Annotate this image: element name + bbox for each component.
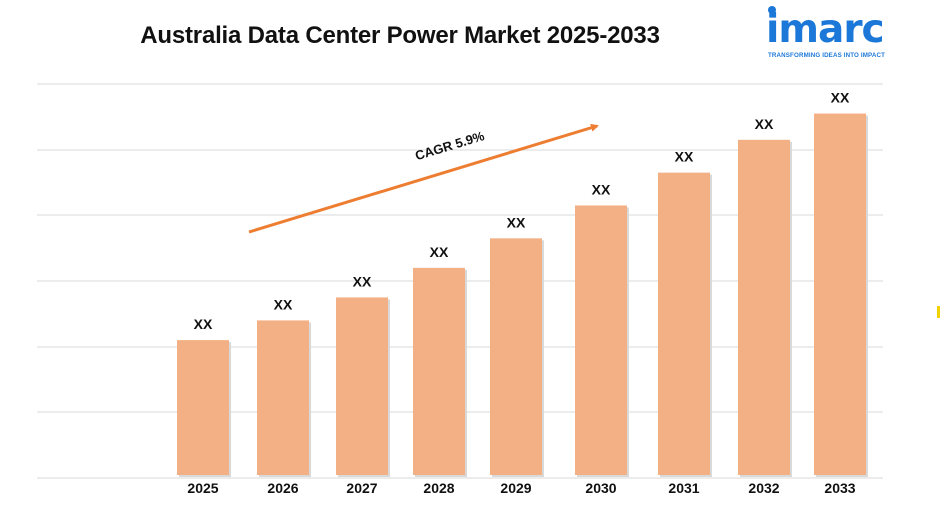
x-tick-2028: 2028 [423, 480, 454, 496]
bar-2032 [738, 139, 790, 476]
x-tick-2031: 2031 [668, 480, 699, 496]
data-label-2032: XX [755, 116, 774, 132]
cagr-annotation: CAGR 5.9% [248, 123, 599, 234]
data-label-2030: XX [592, 181, 611, 197]
x-tick-2030: 2030 [585, 480, 616, 496]
bar-2027 [336, 297, 388, 475]
chart-title: Australia Data Center Power Market 2025-… [140, 22, 660, 49]
bar-2030 [575, 205, 627, 475]
data-label-2033: XX [831, 90, 850, 106]
x-axis-ticks: 2025 2026 2027 2028 2029 2030 2031 2032 2033 [187, 480, 855, 496]
bar-2025 [177, 340, 229, 475]
bar-2031 [658, 172, 710, 475]
data-label-2031: XX [675, 149, 694, 165]
bar-2028 [413, 267, 465, 475]
bar-2026 [257, 320, 309, 475]
bar-2033 [814, 113, 866, 476]
data-label-2028: XX [430, 244, 449, 260]
x-tick-2025: 2025 [187, 480, 218, 496]
x-tick-2027: 2027 [346, 480, 377, 496]
data-label-2026: XX [274, 296, 293, 312]
data-label-2025: XX [194, 316, 213, 332]
cagr-arrow [248, 123, 599, 234]
cagr-label: CAGR 5.9% [413, 128, 486, 163]
bars [177, 113, 868, 478]
data-label-2029: XX [507, 214, 526, 230]
data-labels: XX XX XX XX XX XX XX XX XX [194, 90, 850, 333]
edge-marker [937, 306, 940, 318]
x-tick-2032: 2032 [748, 480, 779, 496]
x-tick-2029: 2029 [500, 480, 531, 496]
x-tick-2026: 2026 [267, 480, 298, 496]
logo-tagline: TRANSFORMING IDEAS INTO IMPACT [768, 52, 886, 59]
logo-wordmark: imarc [766, 7, 885, 52]
data-label-2027: XX [353, 273, 372, 289]
logo-dot-icon [768, 6, 776, 14]
bar-2029 [490, 238, 542, 475]
x-tick-2033: 2033 [824, 480, 855, 496]
imarc-logo: imarc TRANSFORMING IDEAS INTO IMPACT [766, 4, 890, 62]
